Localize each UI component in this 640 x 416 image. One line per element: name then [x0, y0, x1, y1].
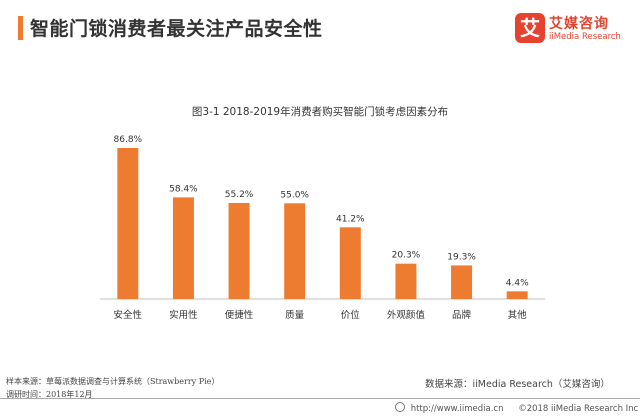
data-label: 19.3% [447, 252, 476, 262]
x-tick-label: 其他 [508, 309, 528, 321]
bar [284, 203, 306, 299]
x-tick-label: 安全性 [114, 309, 143, 321]
bar [451, 265, 473, 299]
sample-source: 样本来源：草莓派数据调查与计算系统（Strawberry Pie） [6, 377, 220, 386]
data-label: 41.2% [336, 214, 365, 224]
globe-icon [395, 402, 405, 412]
data-source: 数据来源：iiMedia Research（艾媒咨询） [425, 379, 610, 390]
bar [339, 227, 361, 299]
logo-mark: 艾 [515, 13, 545, 43]
data-label: 58.4% [169, 184, 198, 194]
data-label: 4.4% [506, 278, 529, 288]
bar [172, 197, 194, 299]
x-tick-label: 外观颜值 [387, 309, 426, 321]
data-label: 20.3% [392, 251, 421, 261]
bar [395, 263, 417, 299]
title-accent-bar [18, 16, 23, 40]
logo-name-en: iiMedia Research [549, 32, 621, 42]
website-link[interactable]: http://www.iimedia.cn [410, 404, 504, 414]
page-title: 智能门锁消费者最关注产品安全性 [30, 18, 323, 40]
chart-title: 图3-1 2018-2019年消费者购买智能门锁考虑因素分布 [191, 106, 449, 118]
logo-name-cn: 艾媒咨询 [549, 16, 609, 32]
iimedia-logo: 艾 艾媒咨询 iiMedia Research [515, 13, 633, 47]
bar [228, 202, 250, 299]
footer-url-row: http://www.iimedia.cn ©2018 iiMedia Rese… [395, 402, 638, 414]
x-tick-label: 便捷性 [225, 309, 254, 321]
bar [506, 291, 528, 299]
data-label: 55.2% [225, 190, 254, 200]
bar [117, 147, 139, 299]
x-tick-label: 实用性 [169, 309, 198, 321]
copyright: ©2018 iiMedia Research Inc [518, 404, 639, 414]
footer-divider [0, 398, 640, 399]
data-label: 55.0% [280, 190, 309, 200]
x-tick-label: 质量 [285, 309, 305, 321]
survey-time: 调研时间：2018年12月 [6, 390, 93, 399]
x-tick-label: 品牌 [452, 309, 472, 321]
x-tick-label: 价位 [341, 309, 361, 321]
data-label: 86.8% [114, 135, 143, 145]
